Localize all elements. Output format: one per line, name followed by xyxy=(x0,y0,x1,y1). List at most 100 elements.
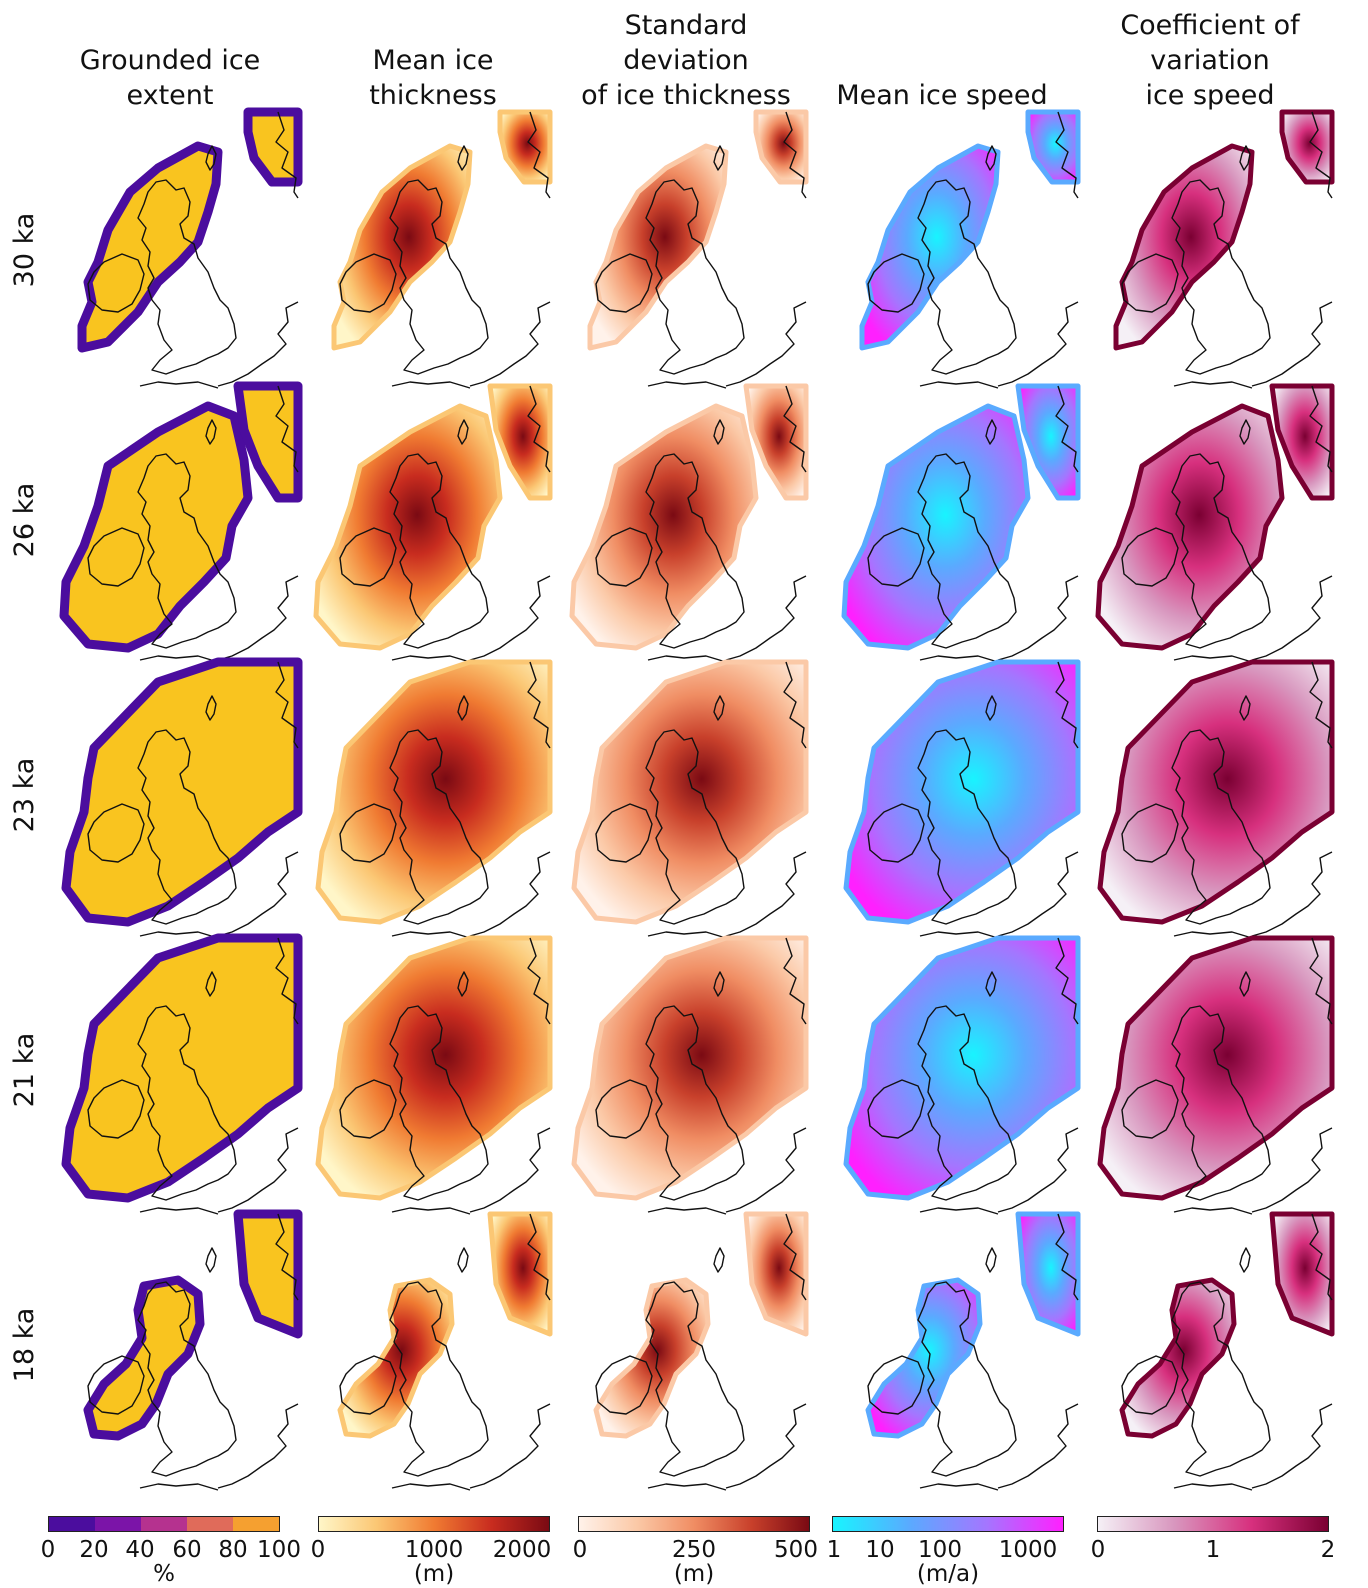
coastline xyxy=(469,1127,551,1213)
unit-label: % xyxy=(153,1561,175,1587)
unit-label: (m/a) xyxy=(916,1561,980,1587)
title-line: variation xyxy=(1150,45,1270,76)
tick-label: 0 xyxy=(572,1537,588,1563)
coastline xyxy=(647,1483,727,1491)
coastline xyxy=(1251,301,1333,387)
ice-map xyxy=(1119,1211,1335,1491)
coastline xyxy=(217,1403,299,1489)
coastline xyxy=(919,655,999,663)
coastline xyxy=(997,575,1079,661)
coastline xyxy=(389,729,489,925)
coastline xyxy=(867,527,925,587)
map-panel-speed-21ka xyxy=(828,935,1081,1215)
coastline xyxy=(917,179,1017,375)
ice-sheet-area xyxy=(61,657,303,927)
fennoscandian-ice-area xyxy=(487,1211,553,1337)
ice-map xyxy=(83,1209,303,1491)
coastline xyxy=(985,419,997,445)
coastline xyxy=(139,655,219,663)
coastline xyxy=(139,931,219,939)
coastline xyxy=(1239,1247,1251,1273)
coastline xyxy=(867,1079,925,1139)
ice-map xyxy=(843,659,1081,939)
coastline xyxy=(389,1281,489,1477)
coastline xyxy=(1173,1483,1253,1491)
tick-label: 2 xyxy=(1320,1537,1336,1563)
title-line: deviation xyxy=(623,45,749,76)
fennoscandian-ice-area xyxy=(1269,383,1335,501)
tick-label: 250 xyxy=(672,1537,716,1563)
fennoscandian-ice-area xyxy=(487,383,553,501)
coastline xyxy=(645,1005,745,1201)
coastline xyxy=(527,111,551,199)
ice-map xyxy=(1095,383,1335,663)
tick-label: 0 xyxy=(310,1537,326,1563)
column-title-speed: Mean ice speed xyxy=(812,8,1072,113)
ice-map xyxy=(337,1211,553,1491)
column-title-thickness: Mean ice thickness xyxy=(303,8,563,113)
coastline xyxy=(595,803,653,863)
coastline xyxy=(1055,385,1079,473)
fennoscandian-ice-area xyxy=(1269,1211,1335,1337)
coastline xyxy=(783,385,807,473)
coastline xyxy=(919,1483,999,1491)
coastline xyxy=(725,301,807,387)
colorbar-extent xyxy=(48,1516,280,1532)
coastline xyxy=(1239,695,1251,721)
coastline xyxy=(1239,145,1251,171)
map-panel-thickness-23ka xyxy=(300,659,553,939)
coastline xyxy=(917,729,1017,925)
coastline xyxy=(137,1281,237,1477)
row-label-18ka: 18 ka xyxy=(9,1307,40,1383)
map-panel-stdev-18ka xyxy=(556,1211,809,1491)
ice-sheet-area xyxy=(1097,659,1335,925)
map-panel-thickness-18ka xyxy=(300,1211,553,1491)
ice-sheet-area xyxy=(571,659,809,925)
ice-map xyxy=(1097,935,1335,1215)
coastline xyxy=(1251,1127,1333,1213)
tick-label: 100 xyxy=(257,1537,301,1563)
coastline xyxy=(1239,971,1251,997)
coastline xyxy=(645,1281,745,1477)
coastline xyxy=(217,1127,299,1213)
fennoscandian-ice-area xyxy=(1015,1211,1081,1337)
unit-label: (m) xyxy=(413,1561,455,1587)
coastline xyxy=(217,851,299,937)
coastline xyxy=(1173,655,1253,663)
ice-sheet-area xyxy=(1095,403,1285,651)
coastline xyxy=(1055,661,1079,749)
coastline xyxy=(1121,527,1179,587)
coastline xyxy=(137,1005,237,1201)
coastline xyxy=(647,655,727,663)
coastline xyxy=(217,575,299,661)
fennoscandian-ice-area xyxy=(743,383,809,501)
map-panel-extent-18ka xyxy=(48,1209,303,1491)
map-panel-extent-23ka xyxy=(48,657,303,939)
coastline xyxy=(137,179,237,375)
ice-sheet-area xyxy=(315,659,553,925)
colorbar-speed xyxy=(832,1516,1064,1532)
coastline xyxy=(391,1483,471,1491)
map-panel-stdev-30ka xyxy=(556,109,809,389)
tick-label: 100 xyxy=(918,1537,962,1563)
coastline xyxy=(391,931,471,939)
map-panel-thickness-21ka xyxy=(300,935,553,1215)
ice-sheet-area xyxy=(571,935,809,1201)
coastline xyxy=(137,453,237,649)
ice-map xyxy=(859,109,1081,389)
coastline xyxy=(713,145,725,171)
coastline xyxy=(783,937,807,1025)
coastline xyxy=(527,385,551,473)
coastline xyxy=(339,1355,397,1415)
ice-map xyxy=(841,383,1081,663)
coastline xyxy=(647,931,727,939)
coastline xyxy=(205,145,217,171)
coastline xyxy=(1251,1403,1333,1489)
coastline xyxy=(217,301,299,387)
ice-sheet-area xyxy=(1113,143,1255,351)
row-label-30ka: 30 ka xyxy=(9,212,40,288)
ice-sheet-area xyxy=(843,659,1081,925)
coastline xyxy=(527,661,551,749)
ice-map xyxy=(1097,659,1335,939)
tick-label: 0 xyxy=(40,1537,56,1563)
